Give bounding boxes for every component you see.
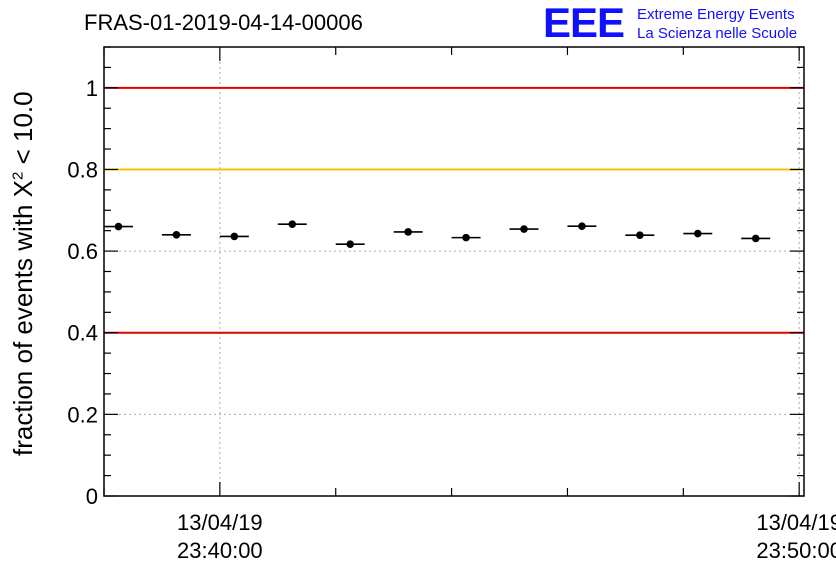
data-point (578, 222, 586, 230)
data-point (114, 222, 123, 231)
y-tick-label: 1 (86, 76, 98, 101)
data-point (636, 231, 644, 239)
data-point (693, 229, 702, 238)
logo-text-line1: Extreme Energy Events (637, 6, 795, 23)
data-point (520, 225, 528, 233)
x-tick-time-label: 23:50:00 (756, 538, 836, 563)
data-point (288, 220, 297, 228)
logo-text-line2: La Scienza nelle Scuole (637, 25, 798, 42)
y-tick-label: 0.8 (67, 157, 98, 182)
data-point (230, 232, 239, 241)
data-point (172, 230, 181, 239)
data-point (751, 234, 760, 243)
x-tick-date-label: 13/04/19 (756, 510, 836, 535)
x-tick-time-label: 23:40:00 (177, 538, 263, 563)
logo-mark: EEE (543, 0, 625, 46)
x-tick-date-label: 13/04/19 (177, 510, 263, 535)
y-tick-label: 0.2 (67, 402, 98, 427)
data-point (346, 240, 355, 248)
data-point (462, 233, 470, 242)
y-tick-label: 0.4 (67, 321, 98, 346)
plot-frame (103, 46, 805, 497)
y-tick-label: 0 (86, 484, 98, 509)
data-point (404, 228, 412, 236)
y-tick-label: 0.6 (67, 239, 98, 264)
chart-title: FRAS-01-2019-04-14-00006 (84, 10, 363, 35)
